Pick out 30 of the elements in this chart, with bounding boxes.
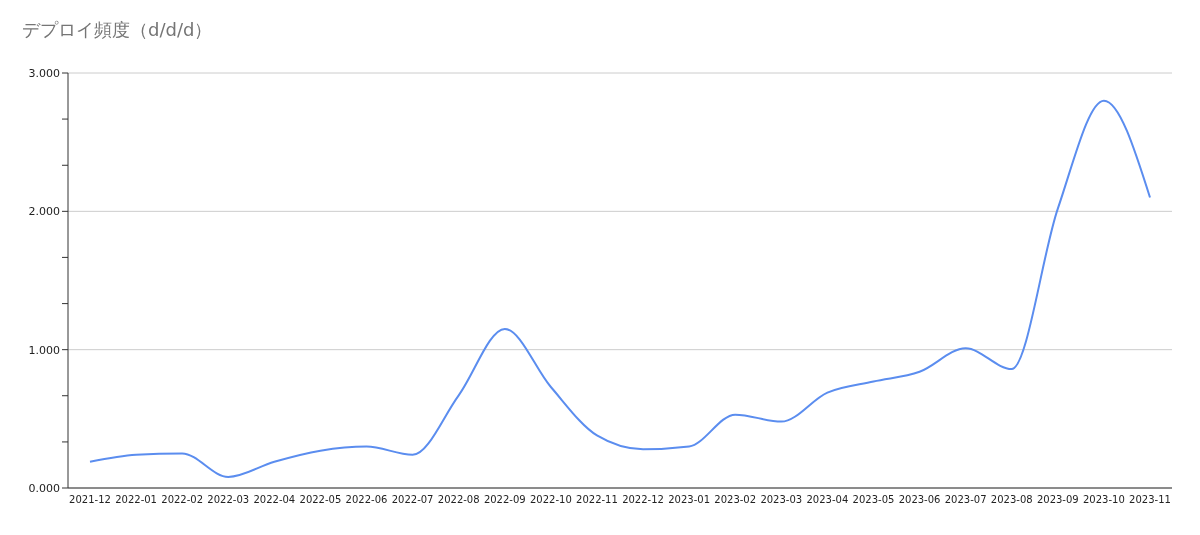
- x-tick-label: 2022-10: [529, 494, 572, 506]
- x-tick-label: 2023-10: [1083, 494, 1125, 506]
- x-tick-label: 2022-11: [576, 494, 618, 506]
- x-tick-label: 2023-05: [852, 494, 895, 506]
- x-tick-label: 2023-07: [944, 494, 987, 506]
- x-tick-label: 2022-02: [161, 494, 204, 506]
- y-tick-label: 0.000: [28, 481, 60, 495]
- x-tick-label: 2022-12: [622, 494, 664, 506]
- x-tick-label: 2023-03: [760, 494, 803, 506]
- y-tick-label: 2.000: [28, 205, 60, 219]
- y-tick-label: 1.000: [28, 343, 60, 357]
- x-tick-label: 2022-09: [483, 494, 526, 506]
- x-tick-label: 2023-02: [714, 494, 757, 506]
- x-tick-label: 2023-01: [668, 494, 711, 506]
- x-tick-label: 2021-12: [69, 494, 111, 506]
- x-tick-label: 2022-07: [391, 494, 434, 506]
- x-tick-label: 2023-04: [806, 494, 849, 506]
- x-tick-label: 2023-11: [1129, 494, 1171, 506]
- x-tick-label: 2022-03: [207, 494, 250, 506]
- x-tick-label: 2023-09: [1036, 494, 1079, 506]
- line-series: [89, 99, 1151, 478]
- x-tick-label: 2023-08: [990, 494, 1033, 506]
- x-tick-label: 2022-04: [253, 494, 296, 506]
- y-tick-label: 3.000: [28, 66, 60, 80]
- chart-title: デプロイ頻度（d/d/d）: [21, 18, 214, 42]
- x-tick-label: 2022-05: [299, 494, 342, 506]
- x-tick-label: 2022-06: [345, 494, 388, 506]
- x-tick-label: 2022-08: [437, 494, 480, 506]
- x-tick-label: 2022-01: [115, 494, 157, 506]
- x-tick-label: 2023-06: [898, 494, 941, 506]
